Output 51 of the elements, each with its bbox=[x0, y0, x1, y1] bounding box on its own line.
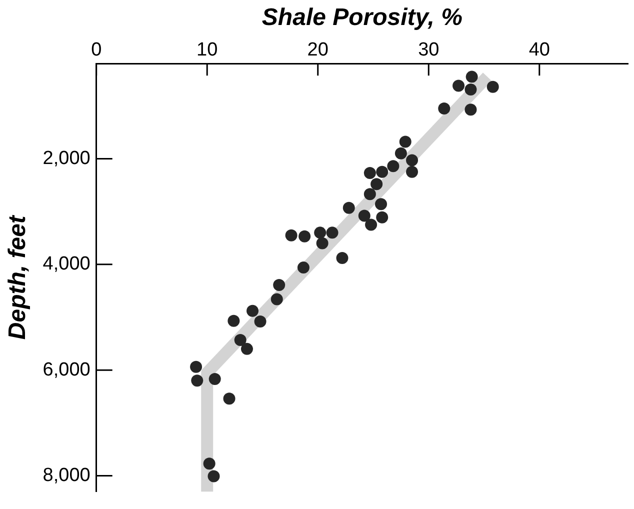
y-axis-title: Depth, feet bbox=[4, 214, 32, 340]
x-tick-label: 0 bbox=[91, 39, 102, 60]
point bbox=[314, 226, 326, 239]
point bbox=[406, 166, 418, 178]
point bbox=[464, 83, 477, 96]
x-tick-label: 40 bbox=[528, 39, 550, 60]
point bbox=[375, 198, 388, 210]
point bbox=[466, 70, 478, 83]
point bbox=[364, 166, 376, 179]
point bbox=[486, 80, 499, 93]
y-tick-label: 6,000 bbox=[42, 359, 90, 380]
point bbox=[326, 226, 338, 239]
point bbox=[298, 230, 311, 242]
point bbox=[376, 211, 388, 224]
point bbox=[273, 279, 286, 291]
point bbox=[208, 470, 220, 482]
point bbox=[342, 202, 355, 214]
y-tick-label: 2,000 bbox=[42, 148, 90, 169]
point bbox=[297, 262, 310, 274]
x-tick-label: 20 bbox=[307, 39, 328, 60]
point bbox=[246, 304, 259, 317]
point bbox=[438, 102, 450, 115]
point bbox=[365, 218, 378, 231]
point bbox=[452, 80, 465, 92]
point bbox=[223, 392, 236, 405]
point bbox=[254, 315, 266, 328]
x-tick-label: 10 bbox=[196, 39, 218, 60]
point bbox=[191, 374, 204, 387]
y-tick-label: 8,000 bbox=[42, 464, 90, 486]
point bbox=[370, 178, 383, 190]
point bbox=[285, 229, 298, 242]
point bbox=[394, 147, 407, 160]
point bbox=[228, 314, 240, 327]
point bbox=[336, 252, 348, 264]
point bbox=[358, 210, 370, 222]
point bbox=[240, 342, 253, 355]
point bbox=[387, 160, 400, 172]
point bbox=[399, 136, 412, 148]
point bbox=[376, 166, 388, 178]
point bbox=[464, 104, 477, 116]
point bbox=[234, 334, 246, 346]
x-axis-title: Shale Porosity, % bbox=[262, 4, 462, 32]
point bbox=[270, 293, 283, 306]
y-tick-label: 4,000 bbox=[42, 254, 90, 275]
point bbox=[208, 373, 221, 386]
x-tick-label: 30 bbox=[418, 39, 440, 60]
point bbox=[316, 237, 328, 250]
point bbox=[190, 360, 202, 373]
point bbox=[364, 188, 376, 200]
point bbox=[406, 154, 418, 166]
point bbox=[203, 458, 216, 470]
